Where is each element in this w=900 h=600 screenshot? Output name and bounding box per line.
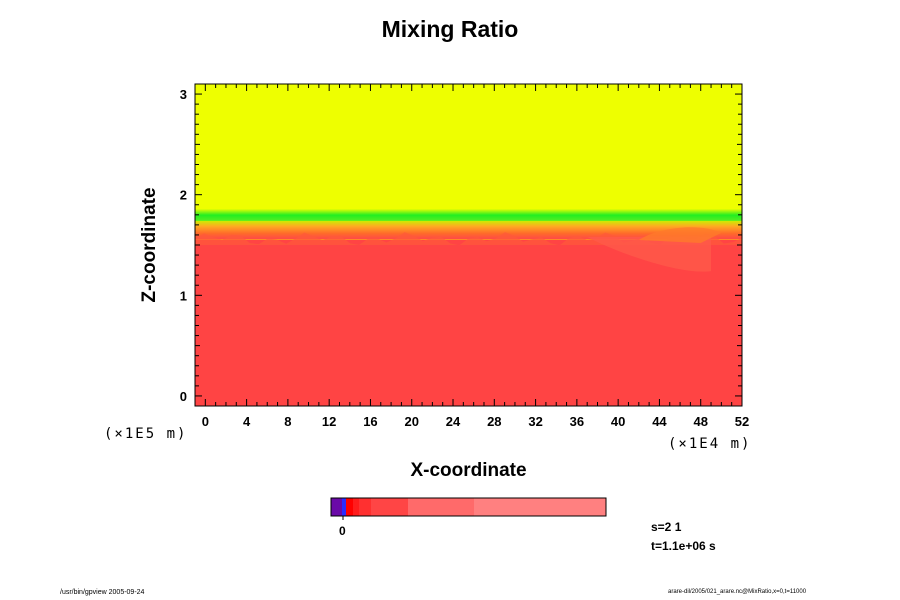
- x-tick-label: 44: [652, 414, 667, 429]
- x-tick-label: 12: [322, 414, 336, 429]
- x-tick-label: 32: [528, 414, 542, 429]
- time-info: t=1.1e+06 s: [651, 539, 716, 553]
- x-tick-label: 4: [243, 414, 251, 429]
- chart-title: Mixing Ratio: [381, 16, 519, 42]
- colorbar-frame: [330, 497, 607, 517]
- colorbar: [330, 497, 607, 520]
- transition-gradient: [195, 208, 742, 223]
- colorbar-segment: [342, 498, 346, 516]
- x-tick-label: 20: [405, 414, 419, 429]
- colorbar-segment: [346, 498, 353, 516]
- y-tick-label: 1: [180, 288, 187, 303]
- colorbar-segment: [331, 498, 342, 516]
- colorbar-segment: [474, 498, 606, 516]
- colorbar-segment: [353, 498, 359, 516]
- s-info: s=2 1: [651, 520, 682, 534]
- y-scale-note: (×1E5 m): [104, 426, 188, 442]
- plume: [587, 236, 712, 272]
- layer-lower: [195, 239, 742, 406]
- footer-source: arare-dil/2005/021_arare.nc@MixRatio,x=0…: [668, 589, 807, 595]
- footer-command: /usr/bin/gpview 2005-09-24: [60, 589, 145, 596]
- x-tick-label: 52: [735, 414, 749, 429]
- x-tick-label: 24: [446, 414, 461, 429]
- x-tick-label: 48: [693, 414, 707, 429]
- x-scale-note: (×1E4 m): [668, 436, 752, 452]
- x-axis-label: X-coordinate: [410, 460, 527, 481]
- y-axis-label: Z-coordinate: [139, 187, 160, 303]
- y-tick-label: 2: [180, 188, 187, 203]
- y-tick-label: 0: [180, 389, 187, 404]
- colorbar-segment: [371, 498, 408, 516]
- layer-upper: [195, 84, 742, 212]
- y-tick-label: 3: [180, 87, 187, 102]
- x-tick-label: 8: [284, 414, 291, 429]
- colorbar-tick-label: 0: [339, 524, 346, 538]
- plot-area: [195, 84, 742, 406]
- plume-roll: [638, 227, 722, 243]
- colorbar-segment: [359, 498, 371, 516]
- x-tick-label: 36: [570, 414, 584, 429]
- x-tick-label: 28: [487, 414, 501, 429]
- x-tick-label: 40: [611, 414, 625, 429]
- x-tick-label: 0: [202, 414, 209, 429]
- colorbar-segment: [408, 498, 474, 516]
- x-tick-label: 16: [363, 414, 377, 429]
